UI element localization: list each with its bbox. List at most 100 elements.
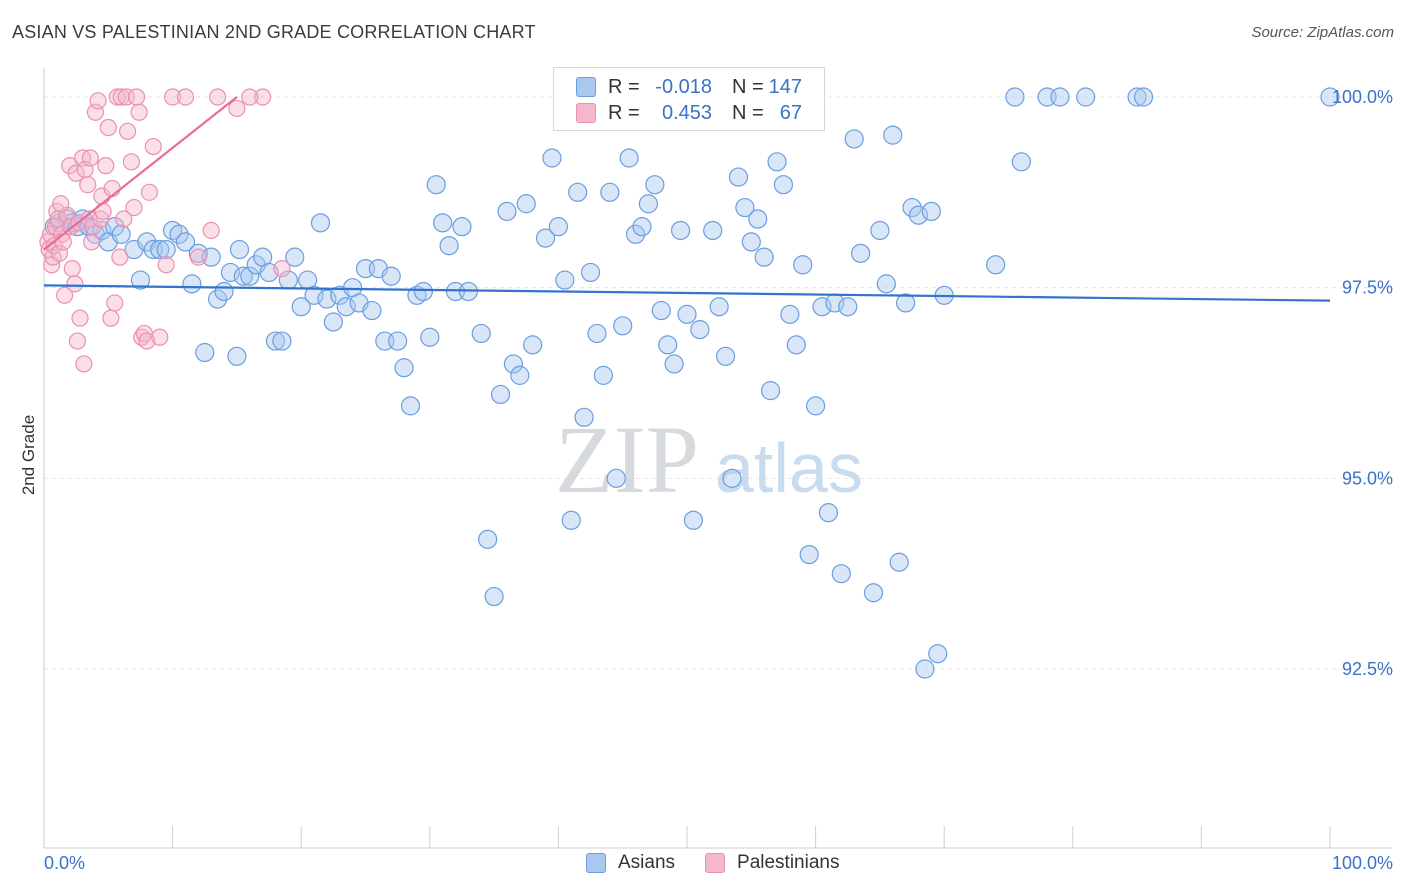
palestinian-point-53 [140,183,159,201]
asian-point-103 [722,468,742,488]
asian-point-125 [870,220,890,241]
asian-point-35 [265,331,286,351]
asian-point-74 [523,335,543,355]
asian-point-137 [1011,152,1031,172]
asian-point-141 [1076,87,1096,107]
asians-r-value: -0.018 [655,75,712,98]
asian-point-107 [748,209,768,229]
x-tick-label-min: 0.0% [44,853,85,873]
asian-point-50 [362,300,382,321]
asian-point-56 [400,396,421,416]
asian-point-31 [240,266,260,286]
palestinians-r-label: R = [608,101,640,124]
asian-point-96 [670,220,691,241]
asian-point-19 [169,224,189,244]
legend-row-palestinians: R = 0.453 N = 67 [576,100,802,126]
asian-point-82 [580,262,601,283]
asian-point-44 [323,312,343,332]
y-tick-label-2: 95.0% [1342,468,1393,488]
palestinian-point-60 [202,221,220,240]
asian-point-68 [484,586,504,607]
asian-point-102 [715,346,736,366]
asian-point-23 [195,342,215,363]
asian-point-21 [182,274,202,294]
asian-point-130 [902,197,922,218]
palestinian-point-58 [176,88,195,106]
palestinian-point-56 [157,256,175,274]
palestinian-point-54 [144,137,162,156]
asian-point-22 [188,243,208,263]
asian-point-20 [175,232,196,252]
asian-point-86 [606,468,626,488]
asian-point-27 [220,262,241,283]
asian-point-85 [600,182,620,202]
asian-point-108 [754,247,774,267]
palestinian-point-23 [75,355,93,373]
palestinian-point-45 [118,122,137,140]
x-tick-label-max: 100.0% [1332,853,1393,873]
palestinian-point-27 [81,149,99,167]
asian-point-128 [889,552,909,572]
asian-point-131 [908,205,929,225]
palestinian-point-25 [79,176,97,194]
asian-point-104 [728,167,749,187]
asian-point-115 [799,544,819,565]
palestinian-point-61 [209,88,227,106]
asian-point-71 [503,354,523,374]
asian-point-46 [336,297,356,317]
palestinian-trend-line [43,96,238,251]
palestinian-point-52 [138,332,156,350]
asian-point-121 [838,297,858,317]
asian-point-67 [478,529,498,549]
asian-point-62 [439,236,459,256]
asian-point-127 [883,125,903,145]
palestinian-point-64 [273,260,291,278]
palestinians-legend-label: Palestinians [737,852,840,873]
legend-item-palestinians[interactable]: Palestinians [705,852,839,874]
palestinian-point-49 [130,103,148,121]
chart-title: ASIAN VS PALESTINIAN 2ND GRADE CORRELATI… [12,22,536,42]
asian-point-106 [741,232,761,252]
asian-point-138 [1005,87,1025,107]
asian-point-53 [381,266,401,286]
asian-point-140 [1050,87,1070,107]
asian-point-88 [619,148,639,168]
watermark-zip: ZIP [555,406,699,513]
palestinian-point-35 [97,157,115,175]
palestinian-point-39 [106,294,124,312]
asian-point-55 [394,358,414,378]
asians-n-label: N = [732,75,764,98]
asian-point-41 [304,285,324,305]
asians-r-label: R = [608,75,640,98]
source-credit: Source: ZipAtlas.com [1251,24,1394,41]
palestinians-n-label: N = [732,101,764,124]
asian-point-95 [664,354,684,374]
asians-swatch [576,77,596,97]
asian-point-79 [561,510,581,530]
asian-point-94 [658,335,678,355]
asian-point-122 [844,129,864,149]
asian-point-26 [214,281,234,302]
asian-point-111 [773,175,794,195]
asian-point-70 [497,201,517,221]
series-legend: Asians Palestinians [586,852,869,874]
asian-point-75 [535,228,556,248]
palestinian-point-59 [189,248,207,266]
asian-point-98 [683,510,704,530]
asian-point-64 [452,217,472,237]
asian-point-84 [593,365,614,385]
asian-point-123 [851,243,871,263]
asian-point-30 [233,266,253,286]
y-tick-label-1: 97.5% [1342,278,1393,298]
asian-point-118 [818,503,839,523]
asians-legend-swatch [586,853,606,873]
y-tick-label-0: 100.0% [1332,87,1393,107]
asian-point-72 [510,365,530,385]
palestinian-point-40 [108,88,126,106]
asian-point-116 [805,396,826,416]
asian-point-28 [227,346,247,366]
legend-item-asians[interactable]: Asians [586,852,675,874]
asian-point-105 [735,197,755,218]
asian-point-16 [150,239,170,260]
palestinians-n-value: 67 [779,101,802,124]
